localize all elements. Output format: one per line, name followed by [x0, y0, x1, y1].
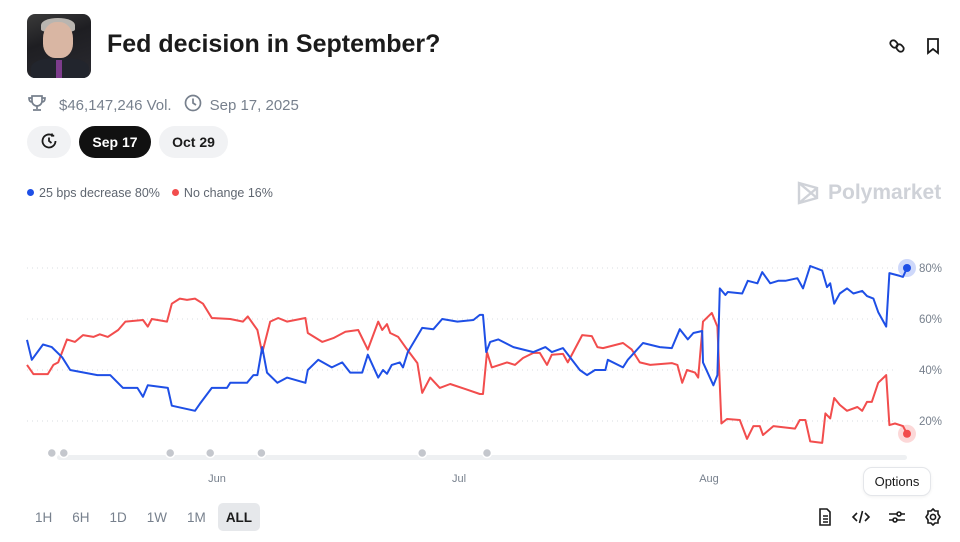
- gear-icon[interactable]: [923, 507, 943, 527]
- end-date: Sep 17, 2025: [209, 96, 299, 114]
- y-tick-label: 20%: [919, 416, 942, 428]
- event-marker: [256, 447, 267, 459]
- legend-item: No change 16%: [171, 186, 273, 200]
- time-range-selector[interactable]: 1H 6H 1D 1W 1M ALL: [27, 503, 261, 531]
- page-title: Fed decision in September?: [107, 30, 441, 58]
- last-point-marker: [903, 264, 911, 272]
- document-icon[interactable]: [815, 507, 835, 527]
- market-thumbnail: [27, 14, 91, 78]
- series-line-no-change: [26, 297, 908, 444]
- series-line-25-bps-decrease: [26, 265, 908, 412]
- y-tick-label: 80%: [919, 263, 942, 275]
- options-tooltip: Options: [863, 467, 931, 496]
- history-button[interactable]: [27, 126, 71, 158]
- event-marker: [481, 447, 493, 459]
- event-marker: [416, 447, 428, 459]
- range-1m[interactable]: 1M: [187, 509, 206, 525]
- x-tick-label: Jun: [208, 473, 226, 485]
- sliders-icon[interactable]: [887, 507, 907, 527]
- history-icon: [40, 132, 58, 153]
- date-chip-sep-17[interactable]: Sep 17: [79, 126, 151, 158]
- legend-item: 25 bps decrease 80%: [27, 186, 160, 200]
- date-chip-oct-29[interactable]: Oct 29: [159, 126, 228, 158]
- range-1d[interactable]: 1D: [109, 509, 127, 525]
- event-marker: [204, 447, 216, 459]
- x-tick-label: Jul: [452, 473, 466, 485]
- trophy-icon: [27, 94, 47, 116]
- range-1h[interactable]: 1H: [35, 509, 53, 525]
- chart-legend: 25 bps decrease 80% No change 16%: [27, 186, 273, 200]
- bookmark-icon[interactable]: [923, 36, 943, 56]
- last-point-marker: [903, 429, 911, 438]
- polymarket-watermark: Polymarket: [796, 180, 941, 206]
- embed-code-icon[interactable]: [851, 507, 871, 527]
- y-tick-label: 60%: [919, 314, 942, 326]
- y-tick-label: 40%: [919, 365, 942, 377]
- event-marker: [46, 447, 58, 459]
- event-marker: [164, 447, 176, 459]
- volume: $46,147,246 Vol.: [59, 96, 172, 114]
- range-1w[interactable]: 1W: [146, 509, 168, 525]
- time-scrubber-track: [57, 455, 907, 460]
- event-marker: [58, 447, 70, 459]
- range-6h[interactable]: 6H: [72, 509, 90, 525]
- link-icon[interactable]: [887, 36, 907, 56]
- clock-icon: [184, 94, 202, 116]
- range-all[interactable]: ALL: [217, 503, 261, 531]
- market-meta: $46,147,246 Vol. Sep 17, 2025: [27, 94, 299, 116]
- x-tick-label: Aug: [699, 473, 719, 485]
